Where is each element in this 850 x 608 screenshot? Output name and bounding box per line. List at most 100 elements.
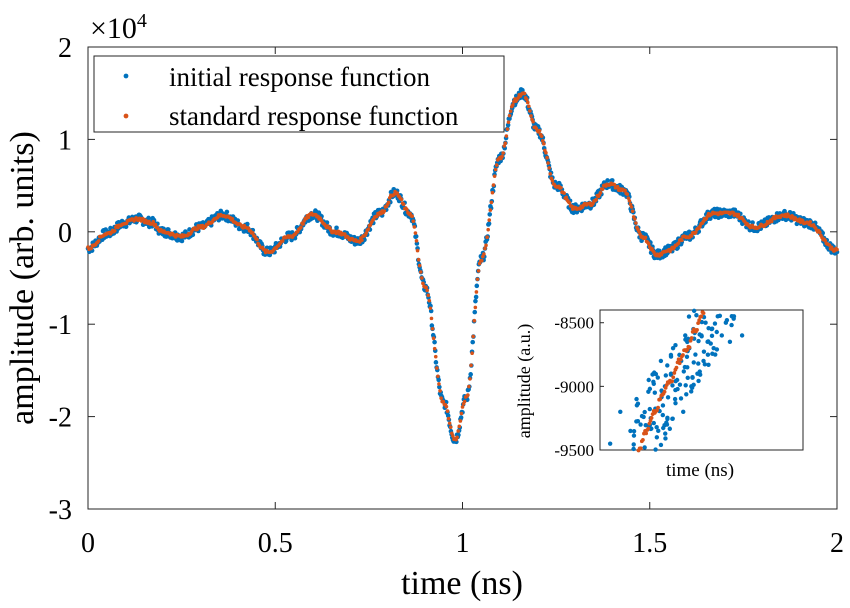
inset-data-point-initial — [641, 414, 646, 420]
inset-data-point-initial — [654, 425, 659, 430]
data-point-standard — [507, 113, 512, 118]
inset-data-point-initial — [684, 354, 690, 360]
inset-data-point-initial — [653, 447, 658, 452]
data-point-standard — [444, 404, 449, 409]
series-standard-points — [86, 91, 839, 442]
data-point-standard — [451, 434, 455, 438]
inset-data-point-initial — [691, 360, 696, 365]
data-point-standard — [638, 232, 642, 237]
data-point-standard — [299, 225, 303, 230]
data-point-standard — [405, 207, 409, 212]
y-tick-label: -2 — [49, 403, 72, 434]
data-point-standard — [433, 354, 438, 359]
inset-data-point-initial — [696, 338, 701, 344]
data-point-standard — [693, 230, 698, 235]
data-point-standard — [502, 144, 507, 148]
inset-data-point-initial — [706, 339, 711, 344]
data-point-standard — [634, 221, 638, 225]
inset-data-point-initial — [654, 435, 660, 440]
inset-data-point-initial — [663, 373, 669, 378]
data-point-standard — [615, 184, 620, 189]
data-point-standard — [835, 247, 839, 252]
inset-data-point-initial — [631, 433, 637, 438]
data-point-standard — [474, 290, 479, 294]
data-point-standard — [456, 429, 461, 433]
data-point-standard — [594, 197, 599, 202]
data-point-standard — [484, 243, 488, 248]
data-point-standard — [598, 190, 603, 195]
data-point-standard — [470, 351, 474, 356]
data-point-standard — [462, 399, 467, 404]
data-point-standard — [525, 100, 530, 105]
inset-data-point-standard — [672, 371, 677, 375]
data-point-standard — [545, 155, 549, 160]
data-point-initial — [432, 339, 437, 345]
inset-series-points — [607, 308, 745, 453]
data-point-initial — [245, 221, 250, 227]
inset-axes: -9500 -9000 -8500 — [554, 314, 604, 460]
inset-data-point-standard — [701, 311, 706, 315]
data-point-standard — [420, 276, 424, 280]
data-point-initial — [123, 224, 129, 230]
inset-data-point-standard — [662, 389, 667, 394]
inset-data-point-initial — [682, 364, 688, 370]
inset-data-point-initial — [673, 343, 678, 348]
data-point-standard — [643, 235, 648, 240]
data-point-standard — [486, 227, 490, 232]
inset-y-tick-label: -9000 — [554, 377, 594, 396]
inset-data-point-initial — [668, 352, 674, 358]
data-point-initial — [166, 227, 171, 232]
data-point-initial — [179, 238, 185, 244]
inset-data-point-initial — [701, 349, 707, 354]
data-point-standard — [491, 183, 496, 187]
data-point-standard — [550, 178, 555, 183]
legend-label-initial: initial response function — [169, 62, 430, 92]
data-point-standard — [439, 396, 443, 400]
data-point-standard — [689, 234, 694, 238]
data-point-standard — [427, 298, 432, 303]
inset-data-point-initial — [699, 334, 704, 339]
data-point-standard — [447, 421, 452, 426]
inset-data-point-initial — [642, 445, 647, 450]
inset-data-point-standard — [674, 365, 679, 370]
data-point-standard — [769, 219, 774, 224]
inset-data-point-initial — [647, 406, 653, 412]
data-point-initial — [242, 228, 247, 234]
data-point-standard — [632, 217, 637, 221]
inset-data-point-standard — [641, 438, 645, 442]
inset-data-point-standard — [648, 418, 653, 423]
inset-data-point-initial — [631, 429, 637, 434]
data-point-standard — [528, 109, 532, 113]
data-point-standard — [415, 248, 420, 253]
inset-data-point-initial — [685, 375, 690, 380]
data-point-standard — [410, 214, 415, 219]
inset-data-point-initial — [685, 339, 690, 345]
y-tick-label: -1 — [49, 310, 72, 341]
data-point-standard — [366, 227, 371, 232]
data-point-standard — [417, 263, 422, 268]
data-point-standard — [418, 270, 423, 274]
data-point-standard — [343, 232, 347, 236]
data-point-standard — [414, 239, 419, 243]
legend-marker-initial — [123, 73, 129, 79]
data-point-standard — [612, 182, 617, 187]
inset-y-axis-label: amplitude (a.u.) — [514, 324, 535, 438]
inset-data-point-initial — [689, 389, 694, 394]
data-point-standard — [421, 281, 425, 286]
data-point-initial — [445, 413, 451, 419]
inset-data-point-initial — [670, 383, 675, 388]
data-point-standard — [485, 235, 489, 240]
inset-data-point-initial — [631, 446, 636, 452]
inset-data-point-standard — [685, 347, 690, 352]
data-point-initial — [605, 178, 610, 183]
data-point-standard — [542, 142, 546, 146]
data-point-initial — [334, 225, 339, 231]
data-point-initial — [146, 215, 151, 221]
legend-marker-standard — [123, 113, 129, 119]
data-point-standard — [625, 192, 630, 196]
inset-data-point-initial — [663, 436, 668, 441]
inset-data-point-initial — [663, 431, 668, 436]
data-point-standard — [559, 185, 563, 190]
data-point-standard — [401, 202, 406, 207]
data-point-standard — [411, 219, 416, 223]
